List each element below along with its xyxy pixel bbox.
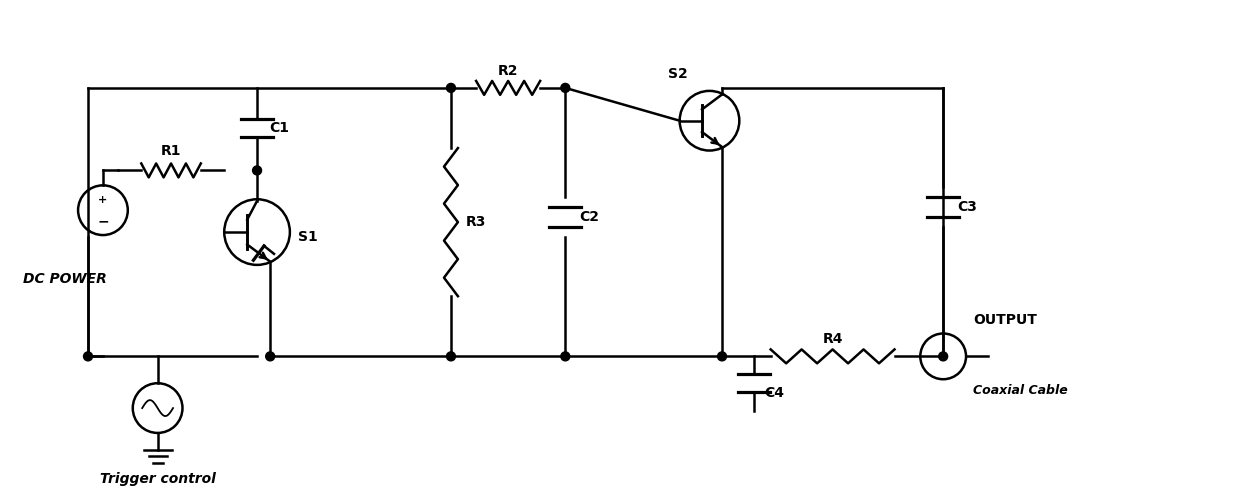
Text: C2: C2 [579,210,599,224]
Circle shape [939,352,947,361]
Circle shape [265,352,275,361]
Circle shape [560,84,570,92]
Circle shape [446,84,455,92]
Circle shape [560,352,570,361]
Text: DC POWER: DC POWER [24,272,107,286]
Text: C4: C4 [764,386,784,400]
Text: −: − [97,215,109,228]
Circle shape [941,354,946,359]
Circle shape [718,352,727,361]
Text: R2: R2 [498,64,518,78]
Text: C3: C3 [957,200,977,214]
Circle shape [253,166,262,175]
Text: OUTPUT: OUTPUT [973,312,1037,327]
Text: S2: S2 [668,67,687,81]
Text: C1: C1 [269,121,289,135]
Text: R1: R1 [161,145,181,158]
Text: R4: R4 [822,333,843,346]
Text: R3: R3 [466,215,486,229]
Text: Coaxial Cable: Coaxial Cable [973,384,1068,397]
Text: Trigger control: Trigger control [99,472,216,486]
Circle shape [83,352,93,361]
Text: +: + [98,195,108,205]
Circle shape [446,352,455,361]
Text: S1: S1 [298,230,317,244]
